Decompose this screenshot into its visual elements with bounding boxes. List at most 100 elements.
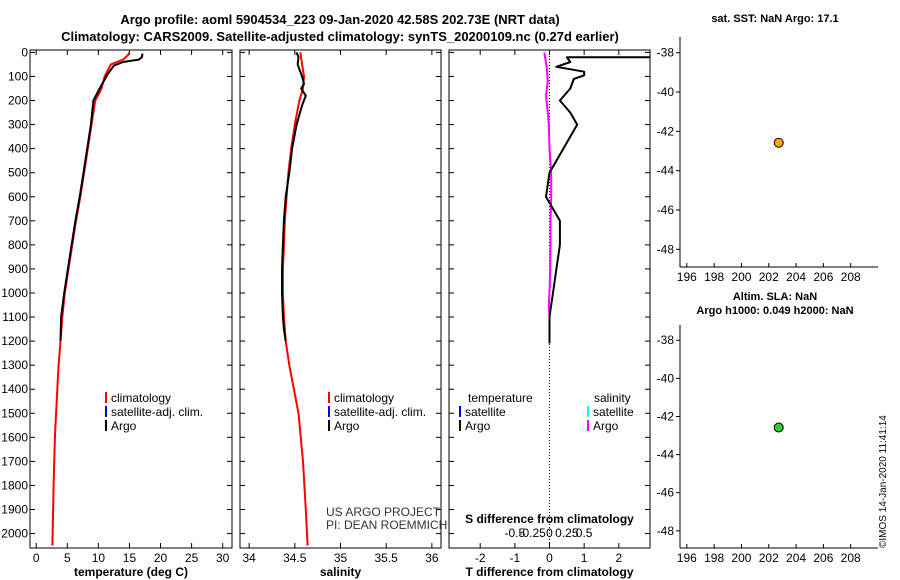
salinity-legend-climatology-label: climatology <box>334 391 394 405</box>
temperature-ytick-label: 1800 <box>1 478 28 492</box>
temperature-ytick-label: 1000 <box>1 286 28 300</box>
temperature-ytick-label: 300 <box>8 118 28 132</box>
differences-s-tick-label: 0.5 <box>576 526 593 540</box>
sla-map-xtick-label: 200 <box>731 551 751 565</box>
salinity-legend-argo-label: Argo <box>334 419 360 433</box>
sla-map-ytick-label: -38 <box>657 333 675 347</box>
differences-salinity-argo-line <box>543 52 553 342</box>
sla-map-xtick-label: 198 <box>704 551 724 565</box>
sst-map-ytick-label: -38 <box>657 46 675 60</box>
differences-xtick-label: 1 <box>581 551 588 565</box>
sst-map-ytick-label: -44 <box>657 164 675 178</box>
differences-xtick-label: -1 <box>510 551 521 565</box>
temperature-plot-frame <box>29 49 233 549</box>
differences-s-tick-label: -0.5 <box>505 526 526 540</box>
differences-legend-salinity-title: salinity <box>594 391 631 405</box>
temperature-xtick-label: 30 <box>216 551 230 565</box>
sst-map-ytick-label: -48 <box>657 242 675 256</box>
salinity-xtick-label: 36 <box>425 551 439 565</box>
sla-map-ytick-label: -44 <box>657 448 675 462</box>
temperature-ytick-label: 1700 <box>1 454 28 468</box>
temperature-ytick-label: 1300 <box>1 358 28 372</box>
sla-map-ytick-label: -42 <box>657 409 675 423</box>
temperature-ytick-label: 1500 <box>1 406 28 420</box>
sla-map-ytick-label: -48 <box>657 524 675 538</box>
differences-legend-salinity-argo-label: Argo <box>593 419 619 433</box>
sst-map-xtick-label: 196 <box>677 270 697 284</box>
salinity-argo-line <box>281 52 307 342</box>
sst-map-xtick-label: 202 <box>759 270 779 284</box>
imos-timestamp: ©IMOS 14-Jan-2020 11:41:14 <box>878 415 889 548</box>
temperature-legend-climatology-label: climatology <box>111 391 171 405</box>
sla-map-xtick-label: 196 <box>677 551 697 565</box>
temperature-ytick-label: 200 <box>8 94 28 108</box>
temperature-ytick-label: 100 <box>8 69 28 83</box>
temperature-ytick-label: 2000 <box>1 527 28 541</box>
differences-legend-temperature-satellite-label: satellite <box>465 405 506 419</box>
sla-map-xtick-label: 202 <box>759 551 779 565</box>
sst-map-xtick-label: 208 <box>841 270 861 284</box>
temperature-ytick-label: 400 <box>8 142 28 156</box>
sla-map-ytick-label: -46 <box>657 486 675 500</box>
temperature-xtick-label: 5 <box>64 551 71 565</box>
salinity-xtick-label: 35.5 <box>375 551 399 565</box>
temperature-ytick-label: 1100 <box>2 310 28 324</box>
temperature-xtick-label: 20 <box>154 551 168 565</box>
temperature-legend-satellite-label: satellite-adj. clim. <box>111 405 203 419</box>
temperature-ytick-label: 800 <box>8 238 28 252</box>
temperature-legend-argo-label: Argo <box>111 419 137 433</box>
sst-map-title: sat. SST: NaN Argo: 17.1 <box>711 13 839 25</box>
temperature-xlabel: temperature (deg C) <box>74 565 188 579</box>
salinity-plot-frame <box>239 49 442 549</box>
salinity-xtick-label: 34 <box>242 551 256 565</box>
temperature-ytick-label: 1600 <box>1 430 28 444</box>
sla-map-title-line2: Argo h1000: 0.049 h2000: NaN <box>696 305 854 317</box>
differences-legend-temperature-title: temperature <box>468 391 533 405</box>
temperature-ytick-label: 700 <box>8 214 28 228</box>
salinity-legend-satellite-label: satellite-adj. clim. <box>334 405 426 419</box>
sst-map-ytick-label: -46 <box>657 203 675 217</box>
differences-temperature-argo-line <box>545 56 650 344</box>
differences-s-tick-label: 0.25 <box>555 526 579 540</box>
salinity-annotation-project: US ARGO PROJECT <box>326 505 441 519</box>
differences-legend-salinity-satellite-label: satellite <box>593 405 634 419</box>
sla-map-title-line1: Altim. SLA: NaN <box>732 291 818 303</box>
temperature-xtick-label: 0 <box>33 551 40 565</box>
differences-xtick-label: 2 <box>615 551 622 565</box>
sst-map-float-marker <box>773 137 784 148</box>
sla-map-xtick-label: 204 <box>786 551 806 565</box>
salinity-xlabel: salinity <box>320 565 362 579</box>
sla-map-xtick-label: 208 <box>841 551 861 565</box>
differences-legend-temperature-argo-label: Argo <box>465 419 491 433</box>
temperature-argo-line <box>59 53 144 342</box>
sst-map-xtick-label: 206 <box>813 270 833 284</box>
figure-title-line1: Argo profile: aoml 5904534_223 09-Jan-20… <box>120 12 560 27</box>
temperature-ytick-label: 1200 <box>1 334 28 348</box>
sst-map-xtick-label: 204 <box>786 270 806 284</box>
differences-s-tick-label: 0 <box>546 526 553 540</box>
sst-map-xtick-label: 200 <box>731 270 751 284</box>
temperature-ytick-label: 600 <box>8 190 28 204</box>
sla-map-ytick-label: -40 <box>657 371 675 385</box>
temperature-ytick-label: 1900 <box>1 503 28 517</box>
differences-t-axis-label: T difference from climatology <box>465 565 633 579</box>
sla-map-float-marker <box>773 422 784 433</box>
differences-s-axis-label: S difference from climatology <box>465 512 634 526</box>
temperature-ytick-label: 1400 <box>1 382 28 396</box>
temperature-ytick-label: 0 <box>21 45 28 59</box>
figure-title-line2: Climatology: CARS2009. Satellite-adjuste… <box>61 29 619 44</box>
differences-s-tick-label: -0.25 <box>518 526 546 540</box>
salinity-xtick-label: 34.5 <box>283 551 307 565</box>
temperature-xtick-label: 15 <box>123 551 137 565</box>
salinity-xtick-label: 35 <box>334 551 348 565</box>
temperature-xtick-label: 25 <box>185 551 199 565</box>
sst-map-ytick-label: -40 <box>657 85 675 99</box>
sst-map-xtick-label: 198 <box>704 270 724 284</box>
differences-xtick-label: 0 <box>546 551 553 565</box>
sst-map-ytick-label: -42 <box>657 124 675 138</box>
temperature-ytick-label: 900 <box>8 262 28 276</box>
differences-xtick-label: -2 <box>475 551 486 565</box>
temperature-ytick-label: 500 <box>8 166 28 180</box>
sla-map-xtick-label: 206 <box>813 551 833 565</box>
